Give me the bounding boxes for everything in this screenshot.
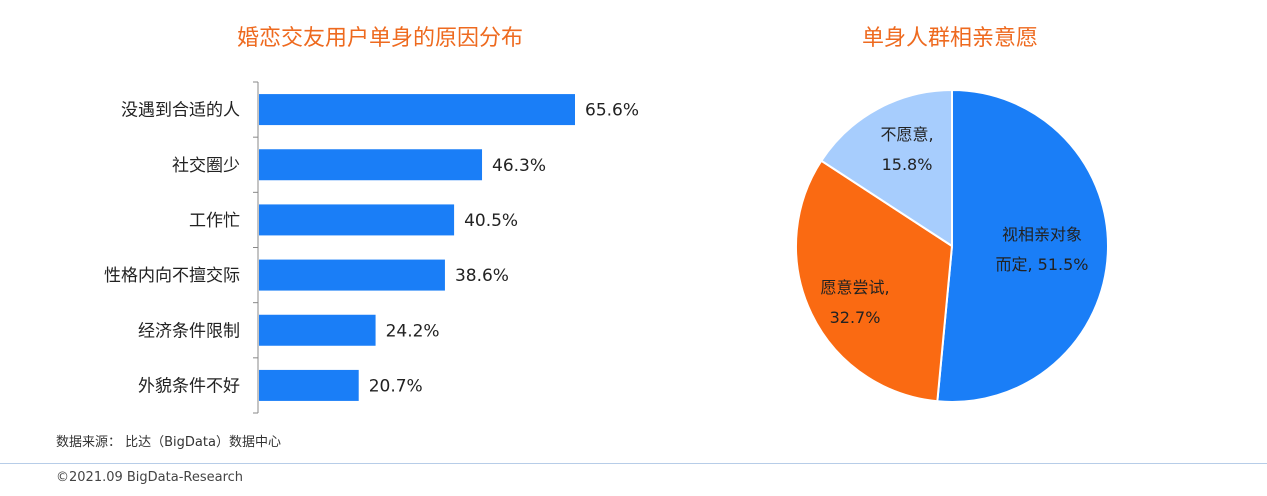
pie-slice-2 (819, 88, 953, 248)
bar-0 (259, 94, 575, 126)
copyright-text: ©2021.09 BigData-Research (56, 470, 244, 485)
bar-category-label-2: 工作忙 (189, 211, 240, 231)
bar-value-label-0: 65.6% (585, 101, 639, 121)
bar-value-label-3: 38.6% (455, 266, 509, 286)
bar-value-label-1: 46.3% (492, 156, 546, 176)
bar-category-label-5: 外貌条件不好 (138, 376, 240, 396)
bar-2 (259, 204, 455, 236)
bar-5 (259, 369, 359, 401)
pie-label-1: 愿意尝试, (820, 278, 889, 297)
bar-value-label-4: 24.2% (386, 321, 440, 341)
bar-category-label-1: 社交圈少 (172, 156, 240, 176)
bar-category-label-4: 经济条件限制 (138, 321, 240, 341)
bar-category-label-0: 没遇到合适的人 (121, 101, 240, 121)
data-source-note: 数据来源： 比达（BigData）数据中心 (56, 435, 281, 450)
pie-value-label-1: 32.7% (830, 308, 881, 327)
bar-chart-title: 婚恋交友用户单身的原因分布 (236, 26, 523, 51)
bar-1 (259, 149, 483, 181)
pie-label-2: 不愿意, (880, 125, 933, 144)
bar-3 (259, 259, 445, 291)
pie-value-label-2: 15.8% (882, 155, 933, 174)
bar-4 (259, 314, 376, 346)
pie-chart-title: 单身人群相亲意愿 (861, 26, 1038, 51)
pie-label-0: 视相亲对象 (1002, 225, 1082, 244)
pie-slice-0 (936, 88, 1109, 403)
bar-category-label-3: 性格内向不擅交际 (104, 266, 240, 286)
footer-divider (0, 463, 1267, 464)
bar-value-label-2: 40.5% (464, 211, 518, 231)
bar-value-label-5: 20.7% (369, 376, 423, 396)
pie-value-label-0: 而定, 51.5% (995, 255, 1088, 274)
